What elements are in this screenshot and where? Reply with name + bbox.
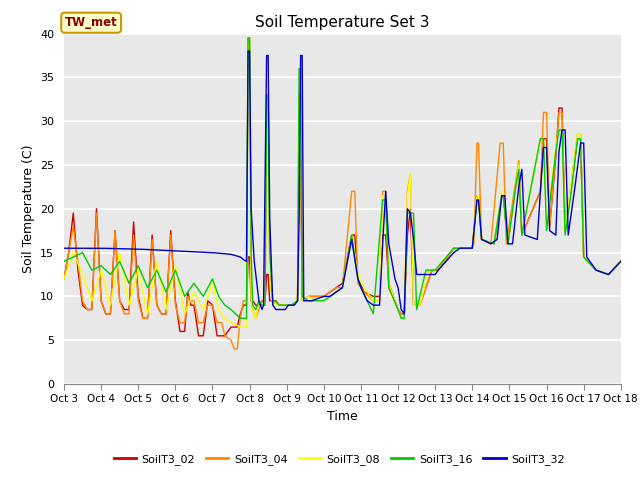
SoilT3_02 (389, 291, 397, 297)
SoilT3_08 (206, 287, 214, 293)
Title: Soil Temperature Set 3: Soil Temperature Set 3 (255, 15, 429, 30)
SoilT3_08 (335, 287, 343, 293)
SoilT3_32 (244, 48, 252, 54)
Line: SoilT3_32: SoilT3_32 (64, 51, 621, 314)
SoilT3_04 (60, 276, 68, 282)
SoilT3_16 (335, 287, 343, 293)
SoilT3_16 (445, 252, 452, 257)
SoilT3_08 (445, 252, 452, 257)
SoilT3_16 (244, 35, 252, 41)
SoilT3_16 (206, 280, 214, 286)
SoilT3_16 (617, 258, 625, 264)
SoilT3_02 (335, 283, 342, 289)
SoilT3_16 (237, 315, 244, 321)
SoilT3_04 (335, 285, 343, 290)
Line: SoilT3_08: SoilT3_08 (64, 42, 621, 327)
Line: SoilT3_16: SoilT3_16 (64, 38, 621, 318)
SoilT3_16 (568, 188, 575, 194)
Y-axis label: Soil Temperature (C): Soil Temperature (C) (22, 144, 35, 273)
SoilT3_16 (390, 296, 397, 301)
SoilT3_04 (230, 346, 238, 352)
SoilT3_04 (206, 302, 214, 308)
SoilT3_02 (60, 276, 68, 282)
SoilT3_32 (389, 263, 397, 269)
SoilT3_02 (617, 258, 625, 264)
Legend: SoilT3_02, SoilT3_04, SoilT3_08, SoilT3_16, SoilT3_32: SoilT3_02, SoilT3_04, SoilT3_08, SoilT3_… (109, 450, 570, 469)
X-axis label: Time: Time (327, 410, 358, 423)
SoilT3_04 (568, 180, 575, 185)
SoilT3_32 (568, 210, 575, 216)
SoilT3_02 (444, 254, 451, 260)
SoilT3_02 (195, 333, 202, 339)
SoilT3_02 (207, 301, 215, 307)
SoilT3_04 (182, 307, 190, 312)
SoilT3_32 (617, 258, 625, 264)
SoilT3_02 (182, 309, 190, 314)
SoilT3_08 (237, 324, 244, 330)
SoilT3_04 (244, 35, 252, 41)
SoilT3_08 (60, 276, 68, 282)
SoilT3_04 (617, 258, 625, 264)
SoilT3_02 (555, 105, 563, 111)
SoilT3_32 (182, 249, 190, 254)
SoilT3_04 (390, 296, 397, 301)
SoilT3_08 (244, 39, 252, 45)
SoilT3_16 (182, 291, 190, 297)
Line: SoilT3_02: SoilT3_02 (64, 108, 621, 336)
SoilT3_04 (445, 253, 452, 259)
SoilT3_32 (335, 288, 342, 293)
SoilT3_32 (60, 245, 68, 251)
SoilT3_08 (390, 293, 397, 300)
SoilT3_32 (401, 311, 408, 317)
SoilT3_32 (445, 256, 452, 262)
SoilT3_32 (206, 250, 214, 255)
SoilT3_08 (568, 180, 575, 185)
SoilT3_08 (617, 258, 625, 264)
SoilT3_16 (60, 258, 68, 264)
SoilT3_02 (568, 184, 575, 190)
SoilT3_08 (182, 307, 190, 313)
Text: TW_met: TW_met (65, 16, 118, 29)
Line: SoilT3_04: SoilT3_04 (64, 38, 621, 349)
